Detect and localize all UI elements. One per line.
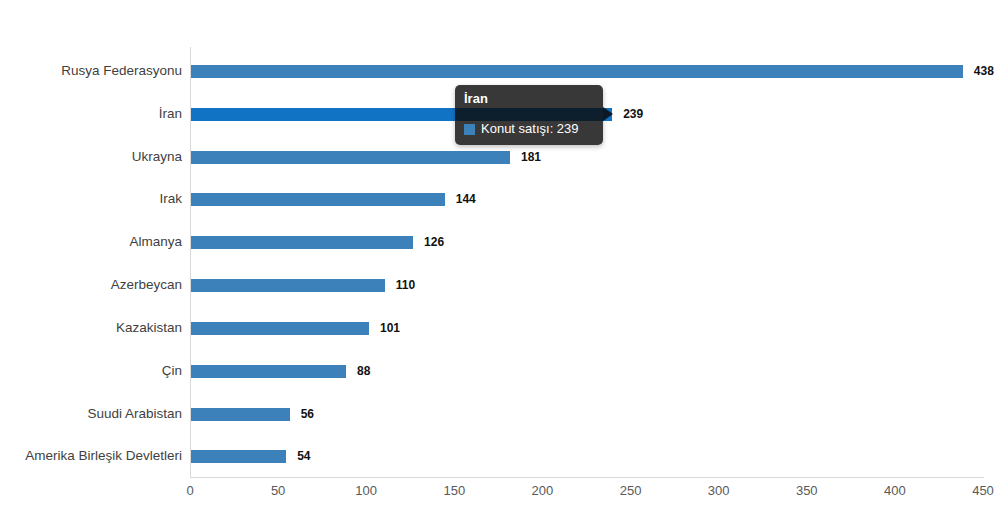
category-label: Azerbeycan [0,275,182,295]
category-label: İran [0,104,182,124]
x-tick-label: 100 [355,483,377,498]
series-swatch-icon [464,124,475,135]
bar[interactable] [191,365,346,378]
tooltip-series-line: Konut satışı: 239 [464,121,593,137]
value-label: 144 [456,193,476,206]
tooltip-title: İran [464,91,593,106]
value-label: 239 [623,108,643,121]
bar[interactable] [191,322,369,335]
value-label: 438 [974,65,994,78]
value-label: 126 [424,236,444,249]
value-label: 54 [297,450,310,463]
bar[interactable] [191,279,385,292]
tooltip-text: Konut satışı: 239 [481,121,579,137]
x-tick-label: 150 [443,483,465,498]
value-label: 56 [301,408,314,421]
category-label: Almanya [0,232,182,252]
category-label: Irak [0,189,182,209]
x-axis-line [190,477,984,478]
x-tick-label: 50 [271,483,285,498]
bar[interactable] [191,236,413,249]
bar[interactable] [191,65,963,78]
bar[interactable] [191,408,290,421]
bar[interactable] [191,193,445,206]
value-label: 110 [396,279,415,292]
x-tick-label: 400 [884,483,906,498]
category-label: Rusya Federasyonu [0,61,182,81]
value-label: 181 [521,151,541,164]
bar[interactable] [191,151,510,164]
value-label: 88 [357,365,370,378]
x-tick-label: 300 [708,483,730,498]
x-tick-label: 200 [532,483,554,498]
category-label: Amerika Birleşik Devletleri [0,446,182,466]
x-tick-label: 250 [620,483,642,498]
tooltip-callout-arrow-icon [603,107,613,121]
housing-sales-bar-chart: Rusya Federasyonu 438 İran 239 Ukrayna 181 Ira… [0,0,1000,514]
x-tick-label: 450 [972,483,994,498]
x-tick-label: 0 [186,483,193,498]
bar[interactable] [191,450,286,463]
category-label: Kazakistan [0,318,182,338]
tooltip: İran Konut satışı: 239 [455,85,603,145]
category-label: Suudi Arabistan [0,404,182,424]
category-label: Ukrayna [0,147,182,167]
category-label: Çin [0,361,182,381]
x-tick-label: 350 [796,483,818,498]
value-label: 101 [380,322,400,335]
